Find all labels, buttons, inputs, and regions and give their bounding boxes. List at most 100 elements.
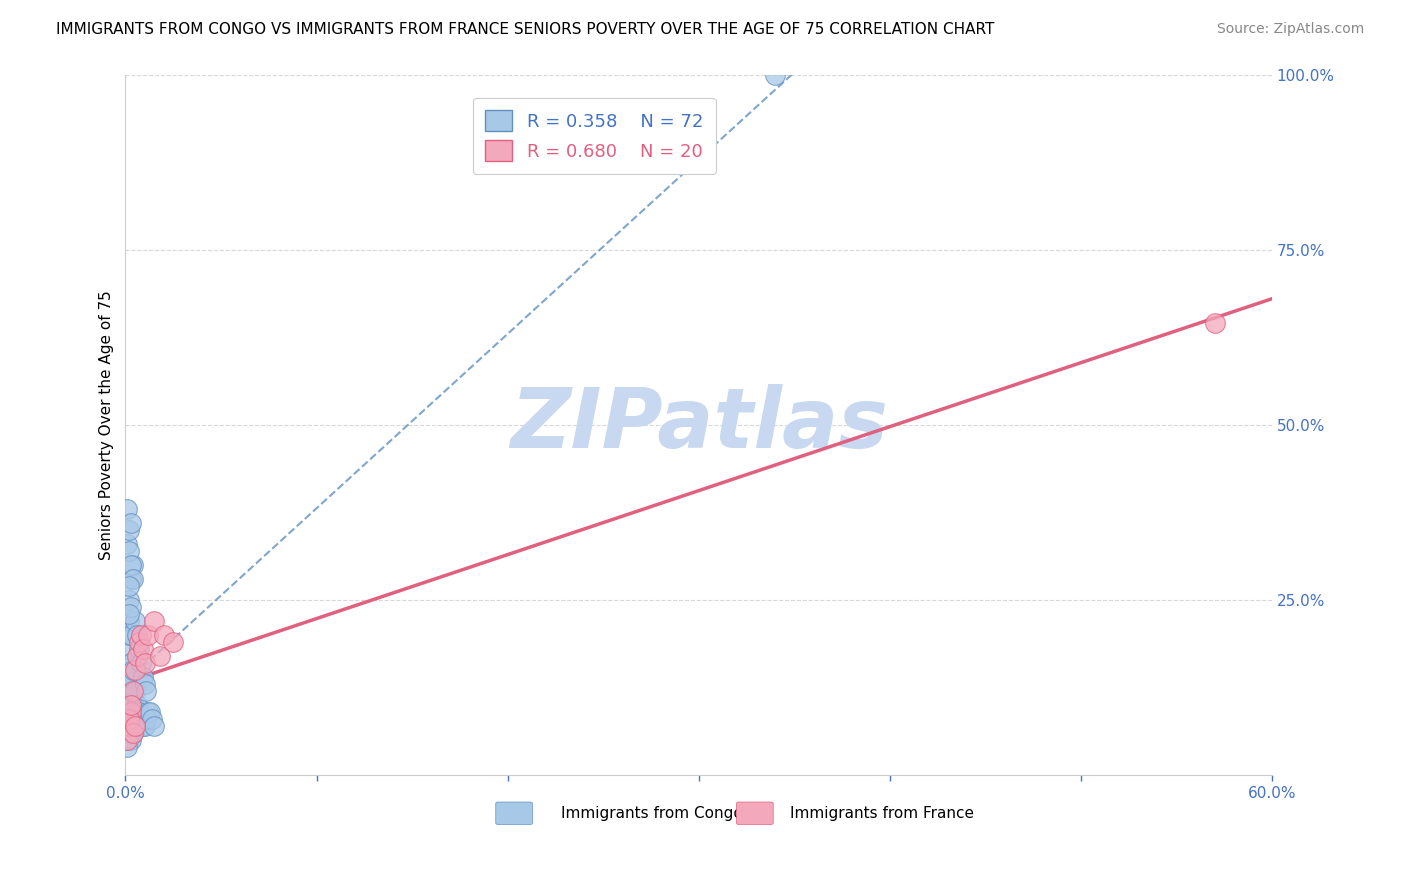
Point: [118, 593, 141, 607]
Point: [143, 614, 166, 628]
Point: [118, 698, 141, 713]
Point: [117, 677, 139, 691]
Point: [138, 706, 160, 720]
Point: [129, 628, 152, 642]
Point: [125, 698, 148, 713]
Point: [125, 712, 148, 726]
Point: [117, 670, 139, 684]
Point: [122, 726, 145, 740]
Point: [118, 607, 141, 622]
Point: [149, 649, 172, 664]
Point: [118, 670, 141, 684]
Point: [124, 614, 146, 628]
Point: [117, 726, 139, 740]
FancyBboxPatch shape: [737, 802, 773, 824]
Text: ZIPatlas: ZIPatlas: [510, 384, 887, 466]
Point: [122, 726, 145, 740]
Text: Immigrants from France: Immigrants from France: [790, 806, 974, 822]
Point: [120, 516, 142, 530]
Point: [128, 635, 150, 649]
Point: [122, 684, 145, 698]
Point: [122, 663, 145, 677]
Point: [120, 657, 142, 671]
Point: [118, 719, 141, 733]
Point: [122, 712, 145, 726]
Point: [129, 657, 152, 671]
Point: [135, 712, 157, 726]
Point: [118, 614, 141, 628]
Point: [122, 572, 145, 586]
Point: [120, 628, 142, 642]
Point: [124, 706, 146, 720]
Point: [138, 628, 160, 642]
Text: Source: ZipAtlas.com: Source: ZipAtlas.com: [1216, 22, 1364, 37]
Point: [118, 712, 141, 726]
Point: [118, 657, 141, 671]
Point: [118, 579, 141, 593]
Point: [134, 677, 156, 691]
Text: IMMIGRANTS FROM CONGO VS IMMIGRANTS FROM FRANCE SENIORS POVERTY OVER THE AGE OF : IMMIGRANTS FROM CONGO VS IMMIGRANTS FROM…: [56, 22, 994, 37]
Point: [125, 649, 148, 664]
Point: [134, 657, 156, 671]
Point: [131, 642, 153, 657]
Text: Immigrants from Congo: Immigrants from Congo: [561, 806, 742, 822]
Point: [124, 719, 146, 733]
Point: [117, 706, 139, 720]
Point: [120, 733, 142, 747]
Point: [129, 712, 152, 726]
Point: [124, 684, 146, 698]
Point: [120, 719, 142, 733]
Point: [118, 706, 141, 720]
Point: [120, 684, 142, 698]
Point: [118, 544, 141, 558]
Point: [135, 684, 157, 698]
Point: [117, 712, 139, 726]
Point: [152, 628, 174, 642]
Point: [118, 719, 141, 733]
Point: [141, 712, 163, 726]
Point: [118, 523, 141, 537]
Point: [122, 698, 145, 713]
Legend: R = 0.358    N = 72, R = 0.680    N = 20: R = 0.358 N = 72, R = 0.680 N = 20: [472, 97, 716, 174]
Point: [117, 719, 139, 733]
Point: [120, 670, 142, 684]
Point: [120, 558, 142, 573]
Point: [117, 733, 139, 747]
Point: [139, 706, 162, 720]
Point: [162, 635, 184, 649]
Point: [120, 698, 142, 713]
Point: [117, 740, 139, 755]
Point: [131, 670, 153, 684]
Point: [118, 684, 141, 698]
Point: [118, 726, 141, 740]
Point: [128, 642, 150, 657]
Point: [122, 558, 145, 573]
Point: [134, 719, 156, 733]
Point: [117, 537, 139, 551]
Point: [120, 706, 142, 720]
Point: [131, 719, 153, 733]
Point: [117, 691, 139, 706]
Point: [143, 719, 166, 733]
Point: [1204, 316, 1226, 330]
Point: [120, 572, 142, 586]
Point: [125, 628, 148, 642]
Point: [118, 712, 141, 726]
Point: [124, 719, 146, 733]
Point: [118, 642, 141, 657]
Point: [117, 698, 139, 713]
Point: [117, 733, 139, 747]
Point: [120, 600, 142, 615]
Point: [117, 502, 139, 516]
Point: [128, 706, 150, 720]
Point: [763, 68, 786, 82]
Point: [118, 733, 141, 747]
Point: [128, 719, 150, 733]
Point: [120, 726, 142, 740]
Point: [120, 712, 142, 726]
FancyBboxPatch shape: [496, 802, 533, 824]
Y-axis label: Seniors Poverty Over the Age of 75: Seniors Poverty Over the Age of 75: [100, 290, 114, 560]
Point: [117, 684, 139, 698]
Point: [120, 698, 142, 713]
Point: [118, 628, 141, 642]
